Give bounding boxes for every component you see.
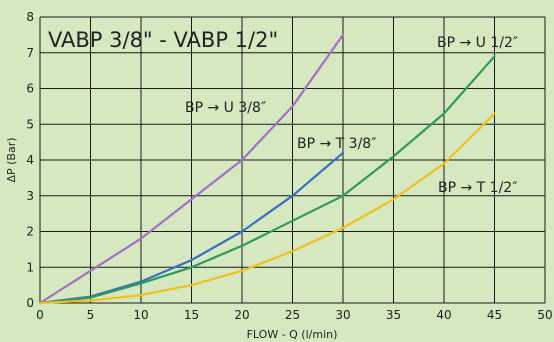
x-tick-label: 35	[386, 308, 401, 322]
series-line-3	[38, 55, 496, 305]
y-tick-label: 4	[26, 153, 34, 167]
series-line-4	[38, 112, 496, 305]
series-label-bp-u-3-8: BP → U 3/8″	[185, 100, 266, 116]
x-tick-label: 50	[537, 308, 552, 322]
series-label-bp-u-1-2: BP → U 1/2″	[437, 35, 518, 51]
x-tick-label: 40	[436, 308, 451, 322]
y-tick-label: 5	[26, 117, 34, 131]
y-tick-label: 1	[26, 260, 34, 274]
x-tick-label: 20	[234, 308, 249, 322]
chart-title: VABP 3/8" - VABP 1/2"	[48, 28, 278, 52]
y-tick-label: 2	[26, 225, 34, 239]
x-tick-label: 25	[285, 308, 300, 322]
series-lines	[38, 33, 496, 305]
y-tick-label: 8	[26, 10, 34, 24]
y-axis-title: ΔP (Bar)	[5, 137, 18, 182]
x-tick-label: 10	[133, 308, 148, 322]
y-tick-label: 6	[26, 82, 34, 96]
y-tick-label: 0	[26, 296, 34, 310]
y-tick-label: 3	[26, 189, 34, 203]
x-tick-label: 15	[184, 308, 199, 322]
series-label-bp-t-3-8: BP → T 3/8″	[297, 136, 376, 152]
series-line-1	[38, 33, 345, 305]
series-label-bp-t-1-2: BP → T 1/2″	[438, 180, 517, 196]
x-tick-label: 0	[36, 308, 44, 322]
x-tick-label: 30	[335, 308, 350, 322]
x-axis-ticks: 0 5 10 15 20 25 30 35 40 45 50	[36, 308, 552, 322]
y-axis-ticks: 0 1 2 3 4 5 6 7 8	[26, 10, 34, 310]
x-tick-label: 45	[487, 308, 502, 322]
x-axis-title: FLOW - Q (l/min)	[247, 328, 338, 341]
x-tick-label: 5	[87, 308, 95, 322]
y-tick-label: 7	[26, 46, 34, 60]
